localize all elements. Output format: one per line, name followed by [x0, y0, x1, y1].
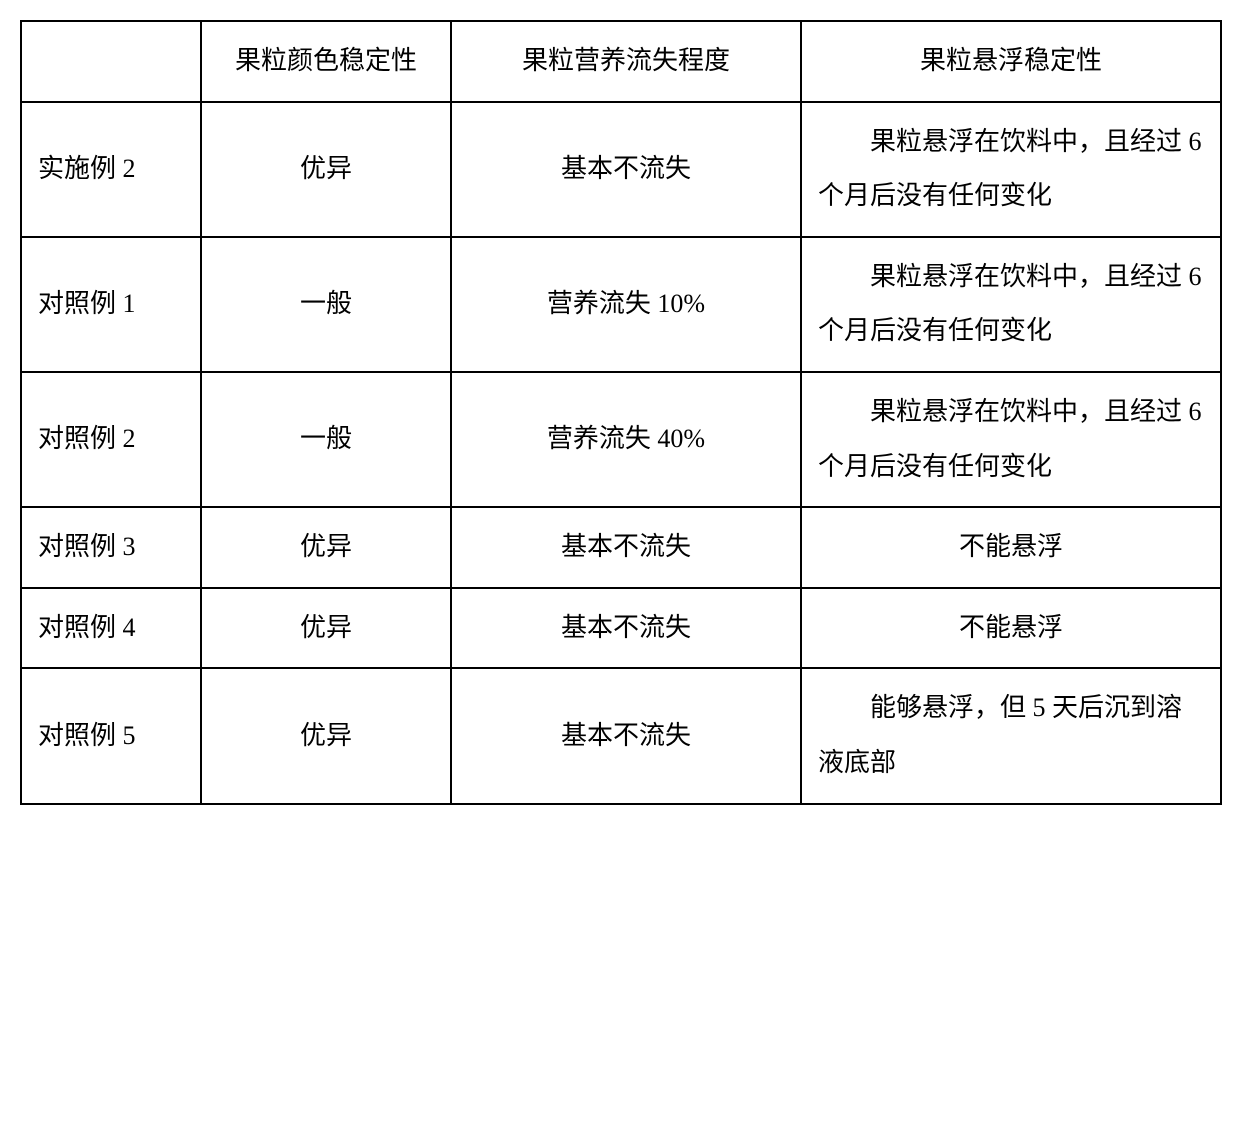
cell-color-stability: 优异 — [201, 668, 451, 803]
cell-nutrition-loss: 营养流失 40% — [451, 372, 801, 507]
cell-color-stability: 优异 — [201, 588, 451, 669]
cell-color-stability: 一般 — [201, 237, 451, 372]
table-row: 对照例 1 一般 营养流失 10% 果粒悬浮在饮料中，且经过 6 个月后没有任何… — [21, 237, 1221, 372]
table-row: 对照例 4 优异 基本不流失 不能悬浮 — [21, 588, 1221, 669]
cell-suspension: 果粒悬浮在饮料中，且经过 6 个月后没有任何变化 — [801, 237, 1221, 372]
header-nutrition-loss: 果粒营养流失程度 — [451, 21, 801, 102]
cell-nutrition-loss: 营养流失 10% — [451, 237, 801, 372]
table-row: 对照例 3 优异 基本不流失 不能悬浮 — [21, 507, 1221, 588]
cell-nutrition-loss: 基本不流失 — [451, 507, 801, 588]
cell-color-stability: 优异 — [201, 102, 451, 237]
row-label: 实施例 2 — [21, 102, 201, 237]
table-row: 实施例 2 优异 基本不流失 果粒悬浮在饮料中，且经过 6 个月后没有任何变化 — [21, 102, 1221, 237]
table-row: 对照例 2 一般 营养流失 40% 果粒悬浮在饮料中，且经过 6 个月后没有任何… — [21, 372, 1221, 507]
cell-suspension: 果粒悬浮在饮料中，且经过 6 个月后没有任何变化 — [801, 372, 1221, 507]
cell-suspension: 果粒悬浮在饮料中，且经过 6 个月后没有任何变化 — [801, 102, 1221, 237]
cell-color-stability: 一般 — [201, 372, 451, 507]
row-label: 对照例 1 — [21, 237, 201, 372]
cell-suspension: 能够悬浮，但 5 天后沉到溶液底部 — [801, 668, 1221, 803]
table-row: 对照例 5 优异 基本不流失 能够悬浮，但 5 天后沉到溶液底部 — [21, 668, 1221, 803]
cell-nutrition-loss: 基本不流失 — [451, 102, 801, 237]
cell-color-stability: 优异 — [201, 507, 451, 588]
row-label: 对照例 2 — [21, 372, 201, 507]
row-label: 对照例 4 — [21, 588, 201, 669]
header-row: 果粒颜色稳定性 果粒营养流失程度 果粒悬浮稳定性 — [21, 21, 1221, 102]
cell-suspension: 不能悬浮 — [801, 507, 1221, 588]
data-table: 果粒颜色稳定性 果粒营养流失程度 果粒悬浮稳定性 实施例 2 优异 基本不流失 … — [20, 20, 1222, 805]
header-suspension: 果粒悬浮稳定性 — [801, 21, 1221, 102]
cell-suspension: 不能悬浮 — [801, 588, 1221, 669]
header-empty — [21, 21, 201, 102]
header-color-stability: 果粒颜色稳定性 — [201, 21, 451, 102]
row-label: 对照例 3 — [21, 507, 201, 588]
cell-nutrition-loss: 基本不流失 — [451, 588, 801, 669]
cell-nutrition-loss: 基本不流失 — [451, 668, 801, 803]
row-label: 对照例 5 — [21, 668, 201, 803]
